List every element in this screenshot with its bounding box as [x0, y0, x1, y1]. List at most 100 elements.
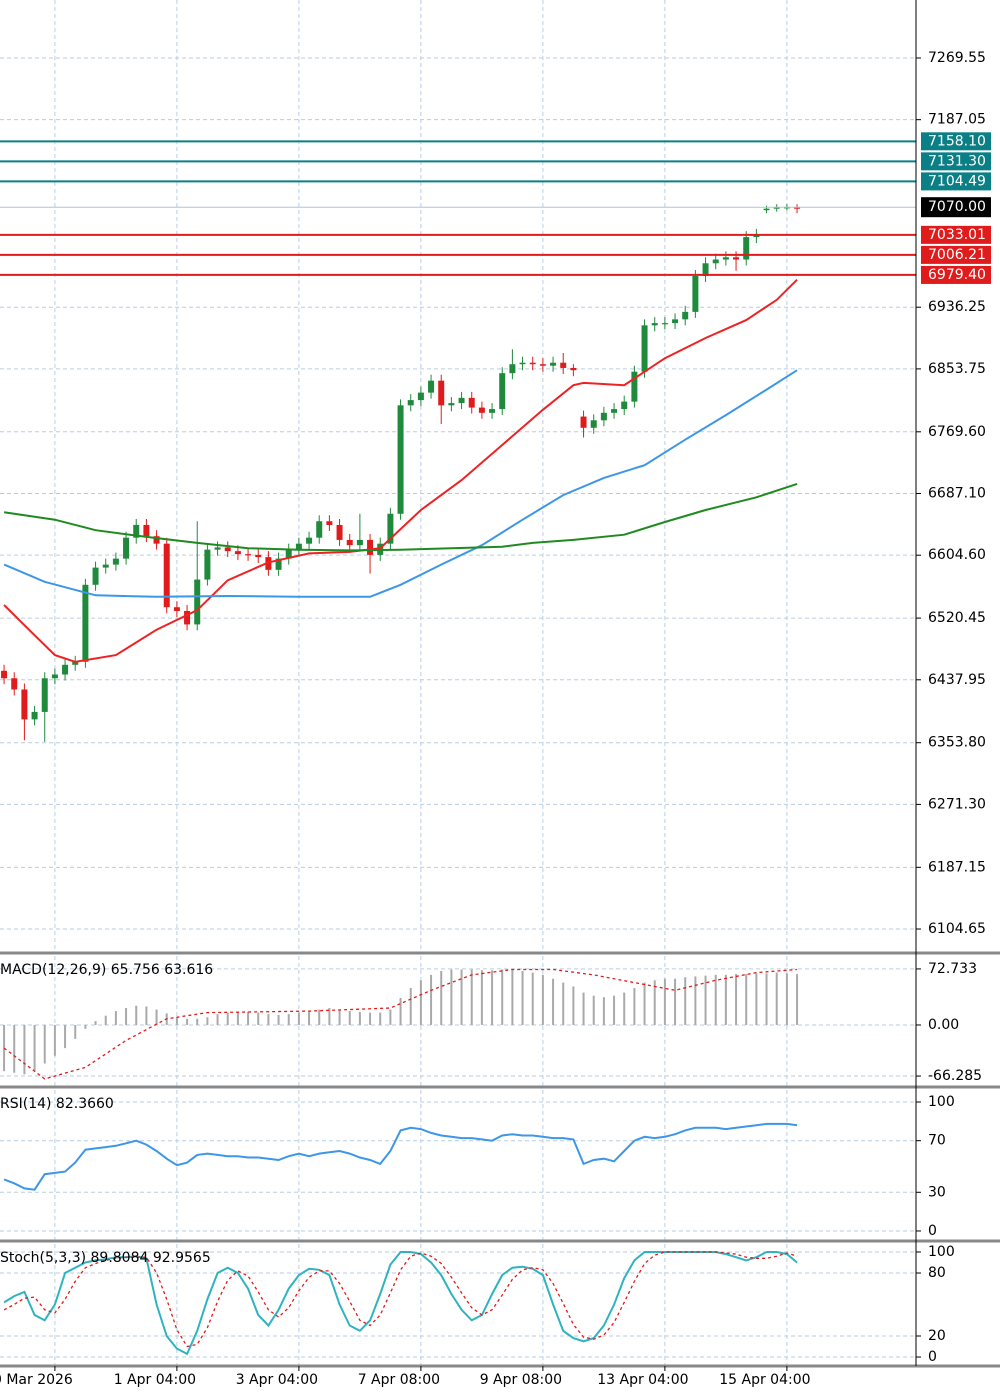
candle-body: [773, 207, 780, 209]
histogram-bar: [409, 987, 412, 1025]
y-tick-label: 6187.15: [928, 859, 986, 875]
indicator-line: [3, 482, 798, 552]
histogram-bar: [114, 1011, 117, 1025]
candle-body: [529, 362, 536, 365]
candle-body: [763, 208, 770, 211]
histogram-bar: [277, 1014, 280, 1025]
level-box: [921, 172, 991, 191]
histogram-bar: [135, 1005, 138, 1025]
indicator-line: [3, 369, 798, 598]
histogram-bar: [94, 1021, 97, 1025]
candle-body: [92, 567, 99, 585]
candle-body: [733, 257, 740, 260]
histogram-bar: [684, 977, 687, 1025]
candle-body: [316, 521, 323, 538]
candle-body: [682, 311, 689, 320]
candle-body: [51, 674, 58, 679]
histogram-bar: [480, 970, 483, 1025]
y-tick-label: 0: [928, 1223, 937, 1239]
candle-body: [275, 558, 282, 570]
histogram-bar: [328, 1008, 331, 1025]
x-tick-label: 3 Apr 04:00: [236, 1372, 318, 1388]
candle-body: [255, 554, 262, 558]
histogram-bar: [318, 1009, 321, 1025]
candle-body: [407, 400, 414, 406]
histogram-bar: [257, 1012, 260, 1025]
level-label: 7158.10: [928, 133, 986, 149]
candle-body: [448, 403, 455, 406]
y-tick-label: 6687.10: [928, 485, 986, 501]
histogram-bar: [572, 986, 575, 1025]
candle-body: [285, 549, 292, 559]
histogram-bar: [23, 1024, 26, 1075]
candle-body: [21, 689, 28, 720]
histogram-bar: [125, 1008, 128, 1025]
y-tick-label: 6353.80: [928, 735, 986, 751]
level-label: 6979.40: [928, 267, 986, 283]
indicator-line: [3, 1251, 798, 1356]
candle-body: [651, 323, 658, 326]
candle-body: [356, 539, 363, 546]
histogram-bar: [33, 1024, 36, 1072]
histogram-bar: [206, 1017, 209, 1025]
candle-body: [458, 397, 465, 404]
x-tick-label: 7 Apr 08:00: [358, 1372, 440, 1388]
candle-body: [509, 364, 516, 374]
candle-body: [611, 409, 618, 413]
histogram-bar: [430, 974, 433, 1025]
level-box: [921, 265, 991, 284]
histogram-bar: [562, 982, 565, 1025]
histogram-bar: [674, 978, 677, 1025]
level-label: 7006.21: [928, 247, 986, 263]
candle-body: [234, 551, 241, 555]
candle-body: [214, 547, 221, 550]
candle-body: [621, 401, 628, 410]
candle-body: [580, 416, 587, 428]
histogram-bar: [155, 1009, 158, 1025]
histogram-bar: [358, 1011, 361, 1025]
histogram-bar: [196, 1018, 199, 1025]
candle-body: [397, 405, 404, 514]
histogram-bar: [633, 987, 636, 1025]
histogram-bar: [592, 995, 595, 1025]
panel-title: MACD(12,26,9) 65.756 63.616: [0, 962, 213, 978]
candle-body: [499, 373, 506, 410]
histogram-bar: [765, 973, 768, 1025]
histogram-bar: [13, 1024, 16, 1073]
histogram-bar: [419, 980, 422, 1025]
candle-body: [102, 564, 109, 568]
y-tick-label: 6104.65: [928, 921, 986, 937]
histogram-bar: [287, 1014, 290, 1025]
y-tick-label: 100: [928, 1244, 955, 1260]
histogram-bar: [541, 974, 544, 1025]
candle-body: [143, 524, 150, 537]
histogram-bar: [491, 970, 494, 1025]
candle-body: [672, 319, 679, 324]
histogram-bar: [247, 1011, 250, 1025]
x-tick-label: 13 Apr 04:00: [597, 1372, 688, 1388]
histogram-bar: [785, 973, 788, 1025]
level-box: [921, 245, 991, 264]
histogram-bar: [186, 1018, 189, 1025]
candle-body: [631, 371, 638, 402]
y-tick-label: 20: [928, 1328, 946, 1344]
candle-body: [702, 263, 709, 276]
y-tick-label: 6520.45: [928, 610, 986, 626]
histogram-bar: [348, 1011, 351, 1025]
histogram-bar: [501, 969, 504, 1025]
histogram-bar: [714, 974, 717, 1025]
y-tick-label: 100: [928, 1094, 955, 1110]
indicator-line: [3, 1122, 798, 1191]
indicator-line: [3, 278, 798, 663]
candle-body: [661, 323, 668, 325]
y-tick-label: 6271.30: [928, 796, 986, 812]
histogram-bar: [653, 980, 656, 1025]
candle-body: [184, 610, 191, 625]
y-tick-label: 6437.95: [928, 672, 986, 688]
candle-body: [306, 537, 313, 544]
histogram-bar: [521, 971, 524, 1025]
x-tick-label: 9 Apr 08:00: [480, 1372, 562, 1388]
candle-body: [173, 607, 180, 611]
histogram-bar: [582, 992, 585, 1025]
candle-body: [600, 412, 607, 421]
